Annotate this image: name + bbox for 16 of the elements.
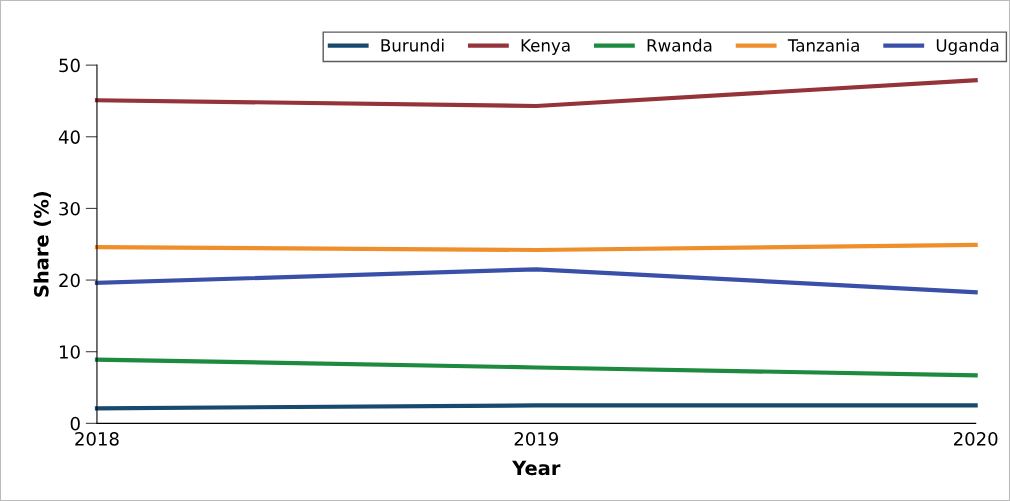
y-tick-label: 30 xyxy=(59,201,80,216)
x-axis-title: Year xyxy=(512,460,561,476)
y-tick-label: 50 xyxy=(59,58,80,73)
x-tick-label: 2018 xyxy=(75,432,119,446)
legend-label: Rwanda xyxy=(647,38,712,52)
y-tick-label: 10 xyxy=(60,345,80,359)
x-tick-label: 2019 xyxy=(514,432,559,446)
y-axis-title: Share (%) xyxy=(33,192,51,297)
y-tick-label: 40 xyxy=(58,130,80,144)
legend-label: Kenya xyxy=(521,39,570,55)
legend-label: Uganda xyxy=(936,38,999,55)
legend-label: Burundi xyxy=(381,38,444,52)
y-tick-label: 20 xyxy=(59,273,80,288)
legend-label: Tanzania xyxy=(787,38,859,52)
y-tick-label: 0 xyxy=(70,416,80,431)
x-tick-label: 2020 xyxy=(954,432,998,446)
